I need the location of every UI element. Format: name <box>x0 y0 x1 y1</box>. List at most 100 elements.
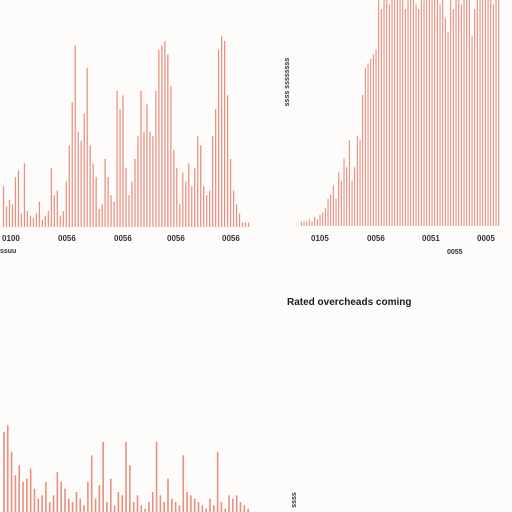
bar-48 <box>182 455 185 512</box>
bar-51 <box>193 498 196 512</box>
bar-24 <box>90 455 93 512</box>
bar-28 <box>372 54 374 226</box>
bar-65 <box>194 167 196 227</box>
bar-61 <box>460 4 462 226</box>
bar-72 <box>490 0 492 226</box>
bar-61 <box>182 172 184 227</box>
bar-40 <box>151 491 154 512</box>
bar-60 <box>458 0 460 226</box>
bar-12 <box>45 481 47 512</box>
bar-10 <box>37 498 40 512</box>
bar-33 <box>386 0 388 226</box>
bar-43 <box>412 0 414 226</box>
bar-3 <box>10 451 13 512</box>
y-axis-label: ssss <box>291 492 298 508</box>
x-tick-label: 0005 <box>477 234 495 243</box>
bar-69 <box>482 0 484 226</box>
bar-55 <box>209 498 211 512</box>
bar-25 <box>94 498 97 512</box>
bar-39 <box>148 501 150 512</box>
bar-54 <box>161 45 163 228</box>
x-tick-label: 0105 <box>311 234 329 243</box>
bar-46 <box>174 501 177 512</box>
x-axis-label: ssuu <box>0 248 16 255</box>
bar-5 <box>18 465 21 512</box>
bar-23 <box>359 140 361 226</box>
bar-64 <box>191 186 193 227</box>
bar-44 <box>131 181 133 227</box>
bar-14 <box>335 198 337 226</box>
bar-5 <box>14 177 17 227</box>
bar-42 <box>125 167 127 227</box>
bar-16 <box>60 481 62 512</box>
bar-13 <box>332 185 334 226</box>
bar-25 <box>74 45 76 228</box>
bar-73 <box>218 49 220 227</box>
bar-39 <box>116 90 118 227</box>
bar-34 <box>129 465 131 512</box>
bar-61 <box>232 498 234 512</box>
bar-37 <box>396 0 398 226</box>
bar-65 <box>471 36 473 226</box>
bar-40 <box>404 9 406 227</box>
bar-10 <box>29 215 32 227</box>
bar-48 <box>426 0 428 226</box>
bar-6 <box>22 481 24 512</box>
bar-1 <box>2 186 5 227</box>
bar-26 <box>77 131 79 227</box>
bar-43 <box>128 195 130 227</box>
y-axis-label: ssss ssssssss <box>284 58 291 107</box>
bar-4 <box>308 219 310 226</box>
figure-caption: Rated overcheads coming <box>287 297 411 308</box>
x-tick-label: 0100 <box>2 234 20 243</box>
bar-26 <box>98 485 101 512</box>
bar-69 <box>206 195 208 227</box>
bar-5 <box>311 221 313 226</box>
bar-12 <box>35 213 38 227</box>
bar-31 <box>380 9 382 227</box>
bar-58 <box>452 9 454 227</box>
bar-15 <box>338 171 340 226</box>
bar-62 <box>463 0 465 226</box>
bar-52 <box>155 90 157 227</box>
bar-3 <box>8 199 11 227</box>
bar-23 <box>87 481 89 512</box>
bar-8 <box>23 163 26 227</box>
bar-42 <box>159 495 162 512</box>
bar-46 <box>137 136 139 227</box>
x-tick-label: 0056 <box>367 234 385 243</box>
bar-73 <box>492 4 494 226</box>
bar-26 <box>367 63 369 226</box>
bar-2 <box>303 221 305 226</box>
bar-65 <box>247 508 249 512</box>
bar-11 <box>32 217 35 227</box>
bar-16 <box>47 211 49 227</box>
bar-81 <box>241 222 244 227</box>
bar-59 <box>224 508 227 512</box>
bar-56 <box>447 31 449 226</box>
bar-37 <box>110 195 112 227</box>
bar-35 <box>104 158 106 227</box>
bar-9 <box>33 488 36 512</box>
bar-57 <box>216 451 219 512</box>
bar-46 <box>420 0 422 226</box>
bar-62 <box>235 495 238 512</box>
bar-37 <box>140 505 143 512</box>
bar-31 <box>92 163 94 227</box>
bar-29 <box>109 478 112 512</box>
bar-64 <box>468 0 470 226</box>
bar-44 <box>167 478 169 512</box>
bar-32 <box>121 495 124 512</box>
bar-11 <box>327 198 329 226</box>
bar-66 <box>197 136 199 227</box>
bar-32 <box>95 177 97 227</box>
bar-42 <box>410 0 412 226</box>
bar-62 <box>185 181 187 227</box>
chart-panel-top-left: 0100 0056 0056 0056 0056 ssuu <box>0 36 250 255</box>
bar-53 <box>439 4 441 226</box>
bar-47 <box>178 505 181 512</box>
bar-22 <box>356 135 358 226</box>
bar-58 <box>220 501 223 512</box>
bar-22 <box>83 505 85 512</box>
bar-36 <box>136 495 139 512</box>
